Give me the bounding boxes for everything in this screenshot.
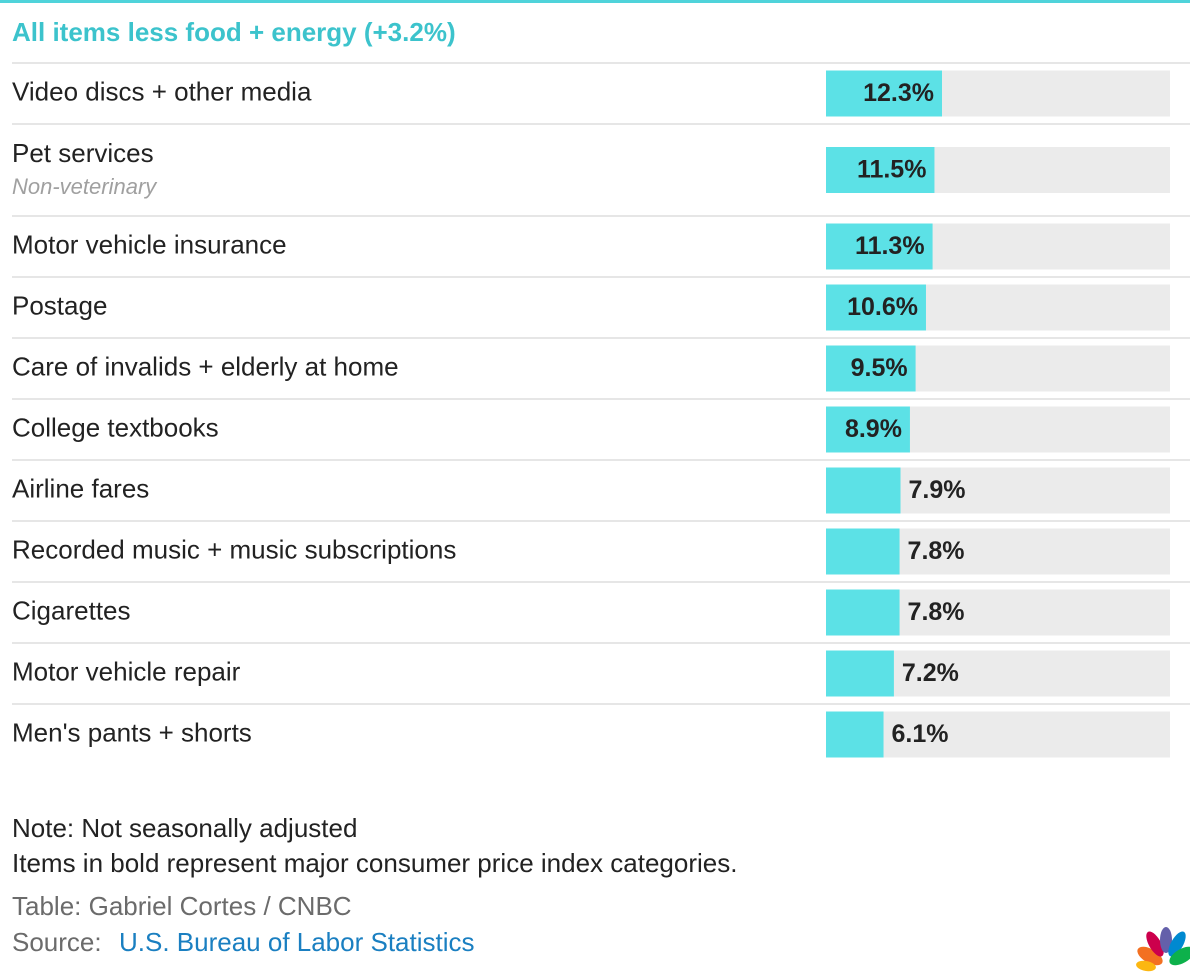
bar [826, 650, 894, 697]
row-label: Men's pants + shorts [12, 717, 252, 747]
nbc-logo [1136, 927, 1190, 972]
bar [826, 406, 910, 453]
source-label: Source: [12, 927, 102, 957]
value-label: 7.8% [908, 598, 965, 626]
row-label: Motor vehicle insurance [12, 229, 287, 259]
row-label: Postage [12, 290, 107, 320]
value-label: 7.9% [909, 476, 966, 504]
value-label: 11.5% [857, 156, 927, 184]
row-label: College textbooks [12, 412, 219, 442]
bar [826, 345, 916, 392]
value-label: 10.6% [847, 293, 918, 321]
value-label: 9.5% [851, 354, 908, 382]
bar [826, 147, 935, 193]
note: Note: Not seasonally adjusted [12, 813, 357, 843]
bar [826, 284, 926, 331]
row-label: Cigarettes [12, 595, 131, 625]
value-label: 8.9% [845, 415, 902, 443]
row-label: Airline fares [12, 473, 149, 503]
description: Items in bold represent major consumer p… [12, 848, 737, 878]
row-label: Video discs + other media [12, 76, 312, 106]
value-label: 11.3% [855, 232, 925, 260]
value-label: 7.2% [902, 659, 959, 687]
credit: Table: Gabriel Cortes / CNBC [12, 891, 352, 921]
top-rule [0, 0, 1190, 3]
bar [826, 70, 942, 117]
value-label: 7.8% [908, 537, 965, 565]
row-sublabel: Non-veterinary [12, 174, 158, 199]
source-link[interactable]: U.S. Bureau of Labor Statistics [119, 927, 475, 957]
bar [826, 223, 933, 270]
row-label: Pet services [12, 138, 154, 168]
bar [826, 711, 884, 758]
value-label: 6.1% [892, 720, 949, 748]
bar [826, 467, 901, 514]
row-label: Motor vehicle repair [12, 656, 241, 686]
row-label: Care of invalids + elderly at home [12, 351, 399, 381]
bar [826, 528, 900, 575]
group-title: All items less food + energy (+3.2%) [12, 17, 456, 47]
bar [826, 589, 900, 636]
value-label: 12.3% [863, 79, 934, 107]
row-label: Recorded music + music subscriptions [12, 534, 456, 564]
